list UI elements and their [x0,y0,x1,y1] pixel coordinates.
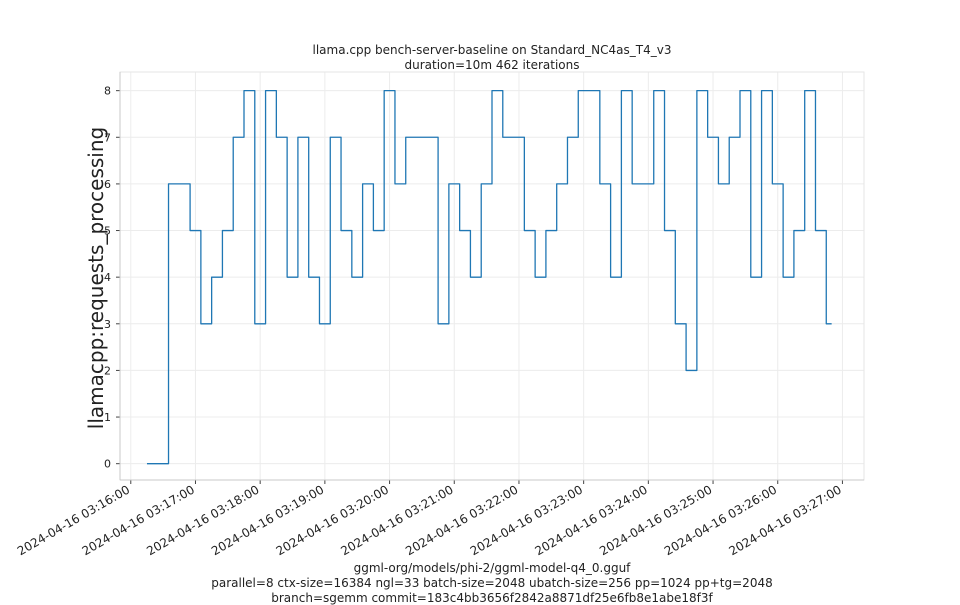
x-tick-label: 2024-04-16 03:23:00 [468,482,585,558]
y-tick-label: 8 [104,85,111,98]
x-tick-label: 2024-04-16 03:24:00 [532,482,649,558]
x-tick-label: 2024-04-16 03:26:00 [662,482,779,558]
x-tick-label: 2024-04-16 03:27:00 [727,482,844,558]
y-tick-label: 7 [104,131,111,144]
y-tick-label: 5 [104,225,111,238]
y-axis-label: llamacpp:requests_processing [84,126,108,430]
y-tick-label: 4 [104,271,111,284]
x-tick-label: 2024-04-16 03:17:00 [80,482,197,558]
axes [116,72,864,484]
footer-model: ggml-org/models/phi-2/ggml-model-q4_0.gg… [353,561,631,575]
x-tick-label: 2024-04-16 03:20:00 [274,482,391,558]
chart-title: llama.cpp bench-server-baseline on Stand… [312,43,672,57]
grid-lines [120,72,864,480]
chart-subtitle: duration=10m 462 iterations [404,58,580,72]
x-tick-label: 2024-04-16 03:21:00 [338,482,455,558]
y-tick-label: 1 [104,411,111,424]
y-tick-label: 3 [104,318,111,331]
x-tick-label: 2024-04-16 03:25:00 [597,482,714,558]
y-tick-label: 0 [104,458,111,471]
x-tick-label: 2024-04-16 03:16:00 [15,482,132,558]
footer-branch: branch=sgemm commit=183c4bb3656f2842a887… [271,591,713,605]
y-tick-label: 2 [104,364,111,377]
series-line [146,90,832,465]
x-tick-label: 2024-04-16 03:22:00 [403,482,520,558]
y-tick-label: 6 [104,178,111,191]
x-tick-label: 2024-04-16 03:19:00 [209,482,326,558]
requests-processing-line [146,90,832,465]
footer-params: parallel=8 ctx-size=16384 ngl=33 batch-s… [211,576,773,590]
x-tick-label: 2024-04-16 03:18:00 [144,482,261,558]
